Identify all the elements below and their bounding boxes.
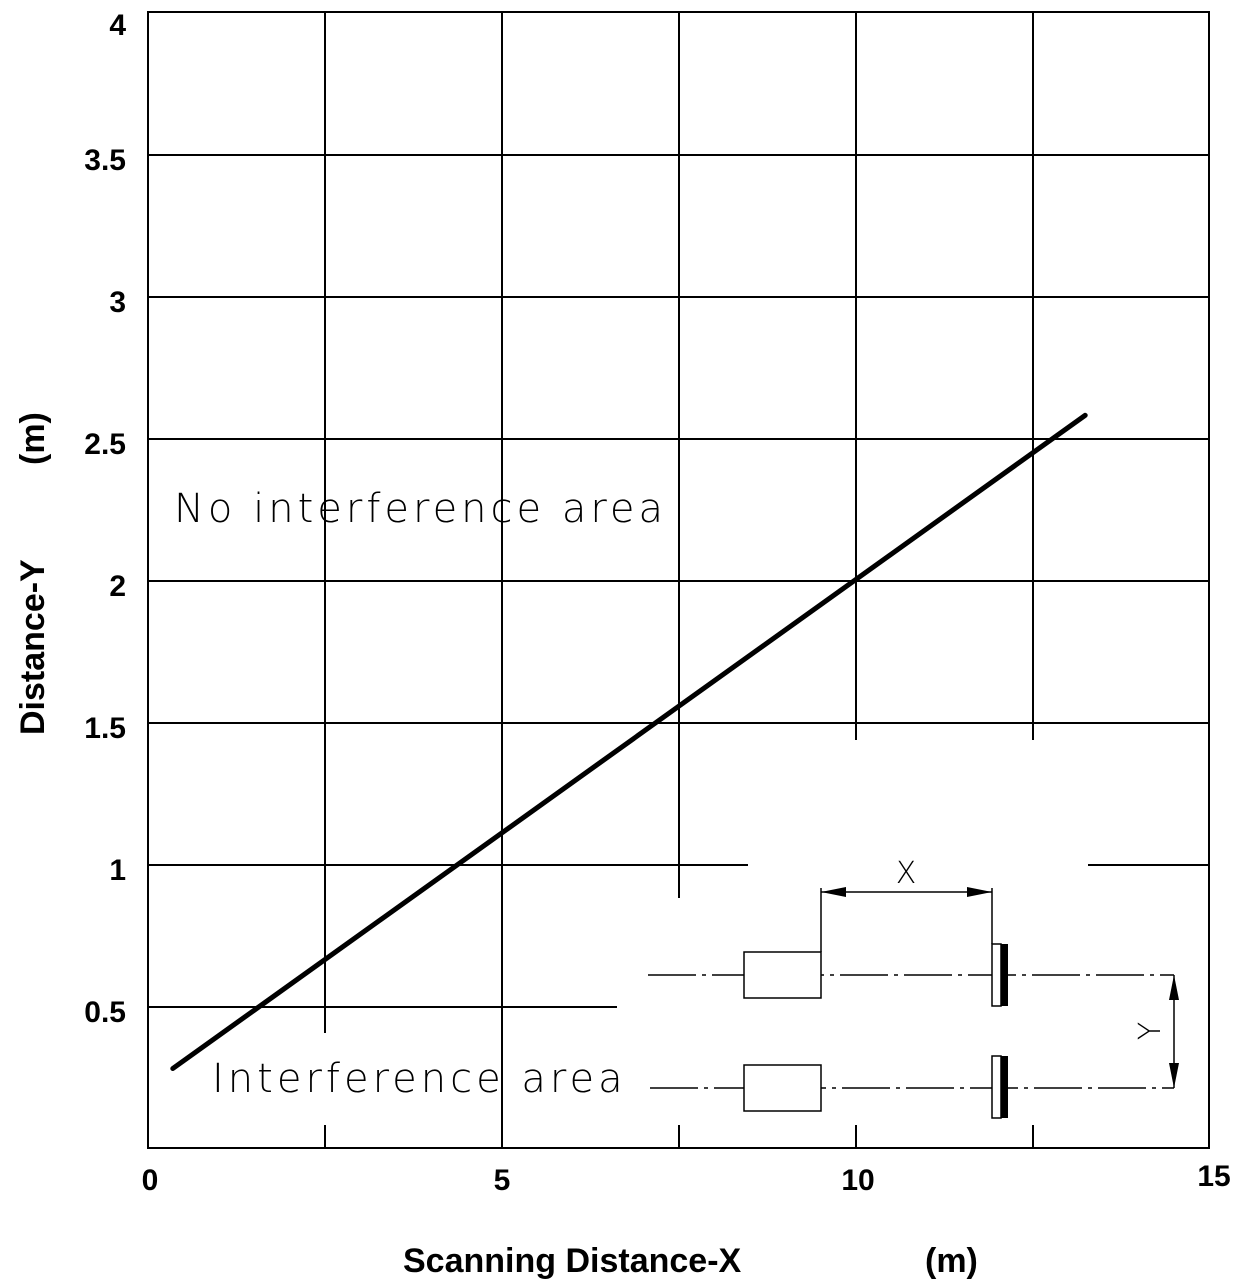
x-tick-label: 15 [1197,1160,1230,1193]
no-interference-label: No interference area [174,486,667,532]
y-axis-unit: (m) [14,412,52,465]
dimension-y-arrow-bottom [1169,1063,1179,1088]
y-tick-label: 2 [109,570,126,603]
dimension-y-label-group: Y [1133,1022,1168,1040]
interference-label: Interference area [212,1056,627,1102]
plot-frame [147,11,1210,1149]
receiver-upper [991,943,1002,1007]
y-grid [148,154,1209,1008]
series-line [170,412,1088,1071]
x-axis-unit: (m) [925,1242,978,1280]
y-tick-label: 1 [109,854,126,887]
emitter-upper [743,951,822,999]
y-tick-label: 4 [109,9,126,42]
x-tick-labels: 0 5 10 15 [142,1160,1231,1197]
dimension-y-arrow-top [1169,975,1179,1000]
receiver-lower [991,1055,1002,1119]
x-tick-label: 0 [142,1164,159,1197]
dimension-x-arrow-right [967,887,992,897]
dimension-y-label: Y [1133,1022,1168,1040]
emitter-lower [743,1064,822,1112]
y-tick-labels: 4 3.5 3 2.5 2 1.5 1 0.5 [84,9,126,1029]
y-tick-label: 3.5 [84,144,126,177]
y-tick-label: 0.5 [84,996,126,1029]
y-axis-title: Distance-Y [14,559,52,735]
y-tick-label: 1.5 [84,712,126,745]
x-grid [324,12,1034,1148]
receiver-lower-face [1001,1056,1008,1118]
dimension-x-arrow-left [821,887,846,897]
y-axis-title-group: Distance-Y (m) [14,412,52,735]
y-tick-label: 2.5 [84,428,126,461]
x-axis-title: Scanning Distance-X [403,1242,742,1280]
sensor-diagram [648,887,1179,1119]
receiver-upper-face [1001,944,1008,1006]
y-tick-label: 3 [109,286,126,319]
x-tick-label: 5 [494,1164,511,1197]
x-tick-label: 10 [841,1164,874,1197]
dimension-x-label: X [896,856,917,891]
